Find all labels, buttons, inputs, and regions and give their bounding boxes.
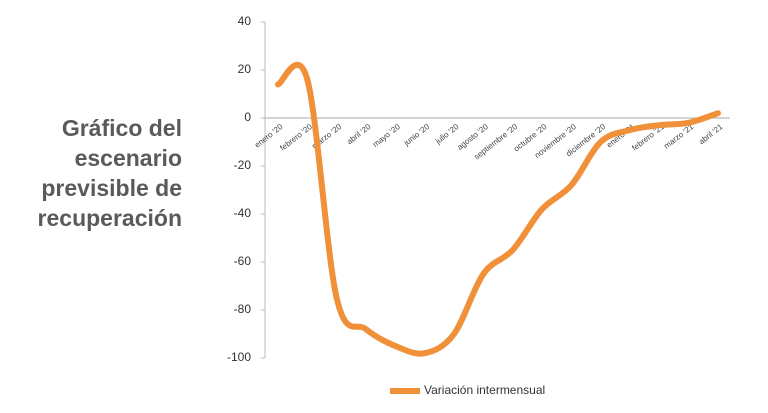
y-tick-label: 40	[238, 14, 252, 28]
y-tick-label: 0	[244, 110, 251, 124]
y-tick-label: 20	[238, 62, 252, 76]
x-tick-label: abril '20	[345, 122, 373, 147]
line	[275, 61, 721, 357]
x-tick-label: abril '21	[697, 122, 725, 147]
x-tick-label: mayo '20	[371, 122, 402, 149]
y-tick-label: -100	[227, 350, 251, 364]
y-tick-label: -20	[234, 158, 252, 172]
x-tick-label: junio '20	[402, 122, 432, 148]
y-tick-label: -60	[234, 254, 252, 268]
x-tick-label: febrero '20	[278, 122, 314, 153]
y-tick-label: -80	[234, 302, 252, 316]
y-tick-label: -40	[234, 206, 252, 220]
legend-label: Variación intermensual	[424, 383, 545, 397]
chart-title: Gráfico del escenario previsible de recu…	[37, 115, 182, 231]
